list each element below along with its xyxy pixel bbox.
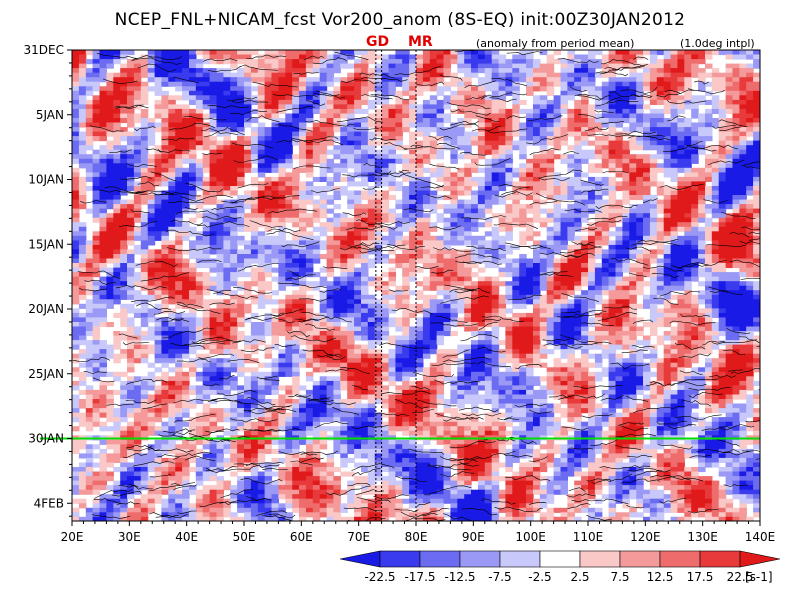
chart-title: NCEP_FNL+NICAM_fcst Vor200_anom (8S-EQ) …	[114, 10, 686, 30]
subtitle-anomaly: (anomaly from period mean)	[476, 37, 635, 50]
x-tick-label: 130E	[687, 530, 718, 544]
colorbar-segment	[579, 550, 621, 568]
x-tick-label: 50E	[233, 530, 256, 544]
x-tick-label: 90E	[462, 530, 485, 544]
colorbar-label: 17.5	[687, 570, 714, 584]
x-tick-label: 110E	[573, 530, 604, 544]
reference-lines	[375, 50, 417, 521]
y-tick-label: 31DEC	[24, 43, 64, 57]
colorbar-label: -22.5	[364, 570, 395, 584]
colorbar-segment	[699, 550, 741, 568]
colorbar-label: -17.5	[404, 570, 435, 584]
colorbar-label: 2.5	[570, 570, 589, 584]
colorbar-segment	[459, 550, 501, 568]
colorbar-segment	[379, 550, 421, 568]
y-tick-label: 25JAN	[28, 367, 64, 381]
colorbar-segment	[619, 550, 661, 568]
y-tick-label: 30JAN	[28, 432, 64, 446]
y-tick-label: 20JAN	[28, 302, 64, 316]
y-tick-label: 10JAN	[28, 173, 64, 187]
colorbar-label: -7.5	[488, 570, 511, 584]
x-tick-label: 140E	[745, 530, 776, 544]
subtitle-interpolation: (1.0deg intpl)	[680, 37, 755, 50]
colorbar-segment	[539, 550, 581, 568]
y-tick-label: 15JAN	[28, 237, 64, 251]
colorbar-segment	[659, 550, 701, 568]
x-tick-label: 30E	[118, 530, 141, 544]
y-tick-label: 5JAN	[36, 108, 64, 122]
colorbar-label: -2.5	[528, 570, 551, 584]
colorbar-segment	[419, 550, 461, 568]
marker-mr: MR	[408, 34, 433, 50]
colorbar-label: 7.5	[610, 570, 629, 584]
x-tick-label: 20E	[61, 530, 84, 544]
colorbar-segment	[739, 550, 781, 568]
x-tick-label: 70E	[347, 530, 370, 544]
x-tick-label: 100E	[515, 530, 546, 544]
contour-lines	[72, 50, 760, 521]
colorbar-segment	[499, 550, 541, 568]
x-tick-label: 80E	[405, 530, 428, 544]
x-tick-label: 120E	[630, 530, 661, 544]
x-tick-label: 40E	[175, 530, 198, 544]
colorbar-label: -12.5	[444, 570, 475, 584]
marker-gd: GD	[366, 34, 390, 50]
colorbar-segment	[339, 550, 381, 568]
y-tick-label: 4FEB	[34, 496, 64, 510]
colorbar-label: 22.5	[727, 570, 754, 584]
colorbar-unit: [s-1]	[745, 570, 773, 584]
colorbar-label: 12.5	[647, 570, 674, 584]
x-tick-label: 60E	[290, 530, 313, 544]
